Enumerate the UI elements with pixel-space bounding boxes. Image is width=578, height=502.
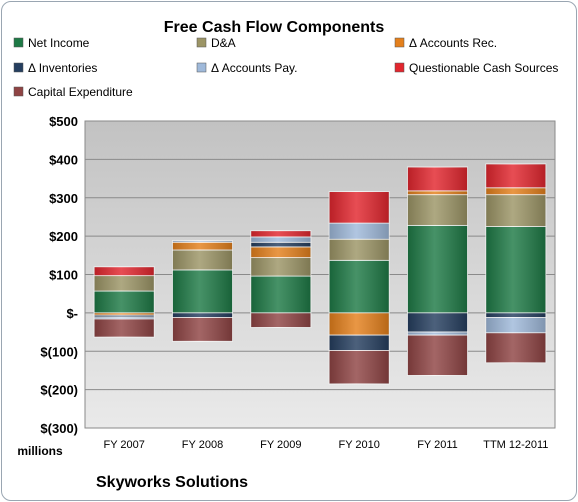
legend-swatch <box>13 62 24 73</box>
x-tick-label: TTM 12-2011 <box>483 439 548 451</box>
legend-swatch <box>394 62 405 73</box>
legend-label: D&A <box>211 36 236 50</box>
bar-sheen <box>485 317 546 333</box>
bar-sheen <box>94 291 155 313</box>
legend-label: Δ Accounts Pay. <box>211 61 298 75</box>
company-name: Skyworks Solutions <box>96 474 248 491</box>
bar-sheen <box>94 266 155 276</box>
units-label: millions <box>17 444 63 458</box>
x-tick-label: FY 2009 <box>260 439 301 451</box>
bar-sheen <box>407 225 468 313</box>
legend-label: Net Income <box>28 36 90 50</box>
y-tick-label: $(300) <box>40 421 78 436</box>
legend-item: Net Income <box>13 36 90 50</box>
bar-sheen <box>94 317 155 320</box>
legend-item: Δ Accounts Rec. <box>394 36 497 50</box>
bar-sheen <box>172 312 233 318</box>
x-tick-label: FY 2008 <box>182 439 223 451</box>
gridlines <box>85 120 555 429</box>
bar-sheen <box>94 319 155 338</box>
bar-sheen <box>250 257 311 277</box>
y-tick-label: $(100) <box>40 344 78 359</box>
bar-sheen <box>94 312 155 316</box>
bar-sheen <box>407 332 468 336</box>
bar-sheen <box>485 163 546 188</box>
y-tick-label: $500 <box>49 114 78 129</box>
legend-swatch <box>13 86 24 97</box>
y-tick-label: $(200) <box>40 383 78 398</box>
bar-sheen <box>250 312 311 328</box>
legend-item: Capital Expenditure <box>13 85 133 99</box>
legend-item: Δ Inventories <box>13 61 97 75</box>
legend-swatch <box>196 37 207 48</box>
bar-sheen <box>94 275 155 292</box>
bar-sheen <box>485 226 546 313</box>
bar-sheen <box>407 190 468 195</box>
legend-item: Δ Accounts Pay. <box>196 61 298 75</box>
y-tick-label: $400 <box>49 152 78 167</box>
bar-sheen <box>250 242 311 247</box>
bar-sheen <box>407 194 468 226</box>
bar-sheen <box>485 312 546 318</box>
bar-sheen <box>172 317 233 342</box>
legend-label: Capital Expenditure <box>28 85 133 99</box>
x-tick-label: FY 2007 <box>103 439 144 451</box>
bar-sheen <box>485 194 546 227</box>
bar-sheen <box>329 191 390 224</box>
bar-sheen <box>172 249 233 270</box>
legend-swatch <box>394 37 405 48</box>
legend-swatch <box>196 62 207 73</box>
legend: Net Income D&A Δ Accounts Rec. Δ Inventorie… <box>13 36 558 99</box>
bar-sheen <box>172 240 233 243</box>
bar-sheen <box>407 167 468 191</box>
legend-label: Questionable Cash Sources <box>409 61 558 75</box>
legend-item: D&A <box>196 36 236 50</box>
y-axis-ticks: $500 $400 $300 $200 $100 $- $(100) $(200) $(300) <box>40 114 78 436</box>
chart-title: Free Cash Flow Components <box>164 19 385 36</box>
bar-sheen <box>250 246 311 258</box>
bar-sheen <box>250 236 311 243</box>
bar-sheen <box>94 315 155 318</box>
bar-sheen <box>329 223 390 240</box>
y-tick-label: $100 <box>49 268 78 283</box>
legend-swatch <box>13 37 24 48</box>
y-tick-label: $200 <box>49 229 78 244</box>
legend-item: Questionable Cash Sources <box>394 61 558 75</box>
bar-sheen <box>172 269 233 313</box>
bar-sheen <box>329 350 390 384</box>
y-tick-label: $300 <box>49 191 78 206</box>
x-tick-label: FY 2011 <box>417 439 458 451</box>
legend-label: Δ Inventories <box>28 61 97 75</box>
bar-sheen <box>250 230 311 237</box>
bar-sheen <box>172 242 233 250</box>
bar-sheen <box>407 312 468 333</box>
bar-sheen <box>329 335 390 351</box>
bar-sheen <box>485 332 546 363</box>
bar-sheen <box>329 239 390 261</box>
bar-sheen <box>329 312 390 336</box>
bar-sheen <box>250 276 311 313</box>
bar-sheen <box>485 187 546 195</box>
legend-label: Δ Accounts Rec. <box>409 36 497 50</box>
bars <box>93 163 547 385</box>
bar-sheen <box>407 335 468 376</box>
x-tick-label: FY 2010 <box>338 439 379 451</box>
x-axis-ticks: FY 2007 FY 2008 FY 2009 FY 2010 FY 2011 TTM 1… <box>103 439 548 451</box>
bar-sheen <box>329 260 390 313</box>
y-tick-label: $- <box>66 306 78 321</box>
